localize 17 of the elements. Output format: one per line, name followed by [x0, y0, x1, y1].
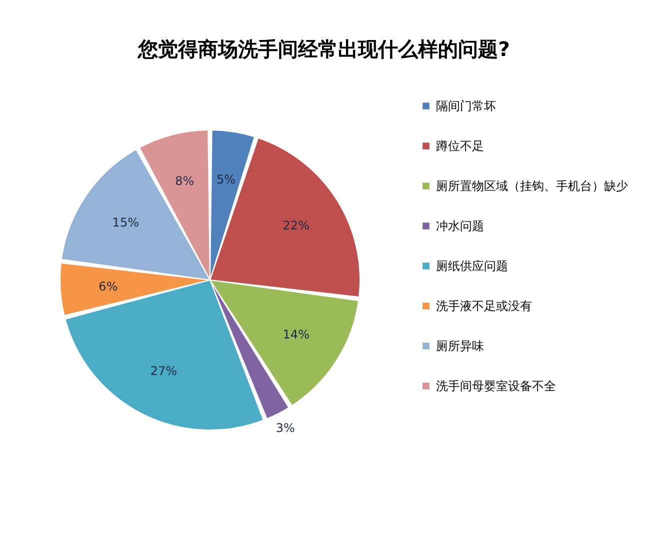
legend-label: 洗手液不足或没有: [436, 299, 532, 313]
data-label: 5%: [216, 172, 236, 186]
chart-title: 您觉得商场洗手间经常出现什么样的问题?: [137, 37, 510, 61]
legend-label: 隔间门常坏: [436, 99, 496, 113]
legend-label: 厕所置物区域（挂钩、手机台）缺少: [436, 179, 628, 193]
data-label: 3%: [276, 420, 295, 435]
legend-label: 蹲位不足: [436, 139, 484, 153]
data-label: 14%: [282, 328, 310, 342]
legend-label: 厕纸供应问题: [436, 259, 508, 273]
data-label: 8%: [175, 174, 194, 188]
data-label: 27%: [150, 364, 178, 378]
data-label: 15%: [112, 216, 139, 230]
data-label: 6%: [98, 279, 118, 294]
legend-label: 冲水问题: [436, 219, 484, 233]
legend-label: 厕所异味: [436, 339, 484, 353]
legend-label: 洗手间母婴室设备不全: [436, 379, 556, 393]
data-label: 22%: [282, 218, 310, 232]
